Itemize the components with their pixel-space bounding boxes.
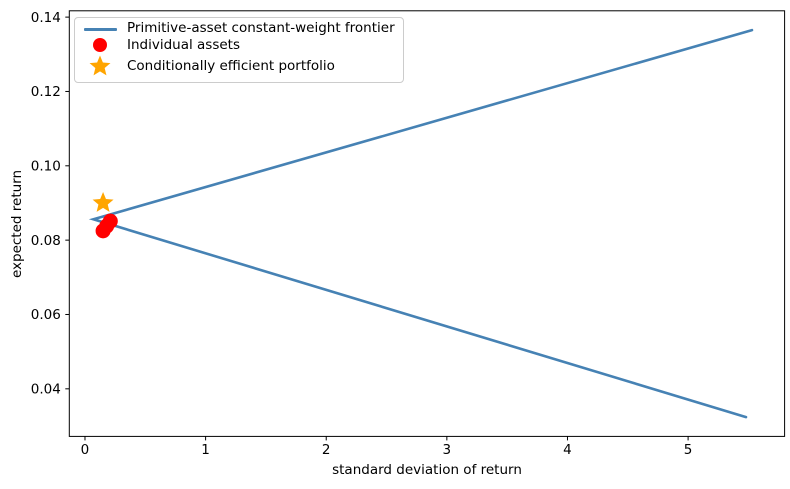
y-tick-label: 0.08 bbox=[31, 233, 61, 249]
y-tick-label: 0.06 bbox=[31, 307, 61, 323]
x-axis-label: standard deviation of return bbox=[332, 462, 522, 478]
star-glyph bbox=[89, 55, 111, 76]
y-tick-label: 0.10 bbox=[31, 159, 61, 175]
y-tick-label: 0.04 bbox=[31, 382, 61, 398]
efficient-portfolio-star bbox=[92, 191, 114, 212]
frontier-line-icon bbox=[82, 27, 118, 31]
star-icon bbox=[82, 55, 118, 78]
x-tick-label: 2 bbox=[322, 442, 331, 458]
frontier-line bbox=[88, 28, 754, 419]
x-tick-label: 1 bbox=[201, 442, 210, 458]
x-tick-label: 4 bbox=[563, 442, 572, 458]
x-tick-label: 0 bbox=[81, 442, 90, 458]
legend-entry-frontier: Primitive-asset constant-weight frontier bbox=[82, 22, 396, 36]
y-axis-label: expected return bbox=[9, 169, 25, 279]
legend-label-efficient-portfolio: Conditionally efficient portfolio bbox=[127, 57, 335, 74]
asset-dot-icon bbox=[82, 38, 118, 53]
legend-entry-efficient-portfolio: Conditionally efficient portfolio bbox=[82, 55, 396, 78]
x-tick-label: 3 bbox=[443, 442, 452, 458]
legend-label-assets: Individual assets bbox=[127, 36, 241, 53]
x-tick-label: 5 bbox=[684, 442, 693, 458]
legend-entry-assets: Individual assets bbox=[82, 36, 396, 53]
y-tick-label: 0.12 bbox=[31, 84, 61, 100]
legend-label-frontier: Primitive-asset constant-weight frontier bbox=[127, 20, 395, 37]
axes-spines bbox=[68, 10, 786, 437]
y-tick-label: 0.14 bbox=[31, 10, 61, 26]
asset-dot bbox=[102, 213, 118, 229]
legend: Primitive-asset constant-weight frontier… bbox=[74, 17, 404, 83]
